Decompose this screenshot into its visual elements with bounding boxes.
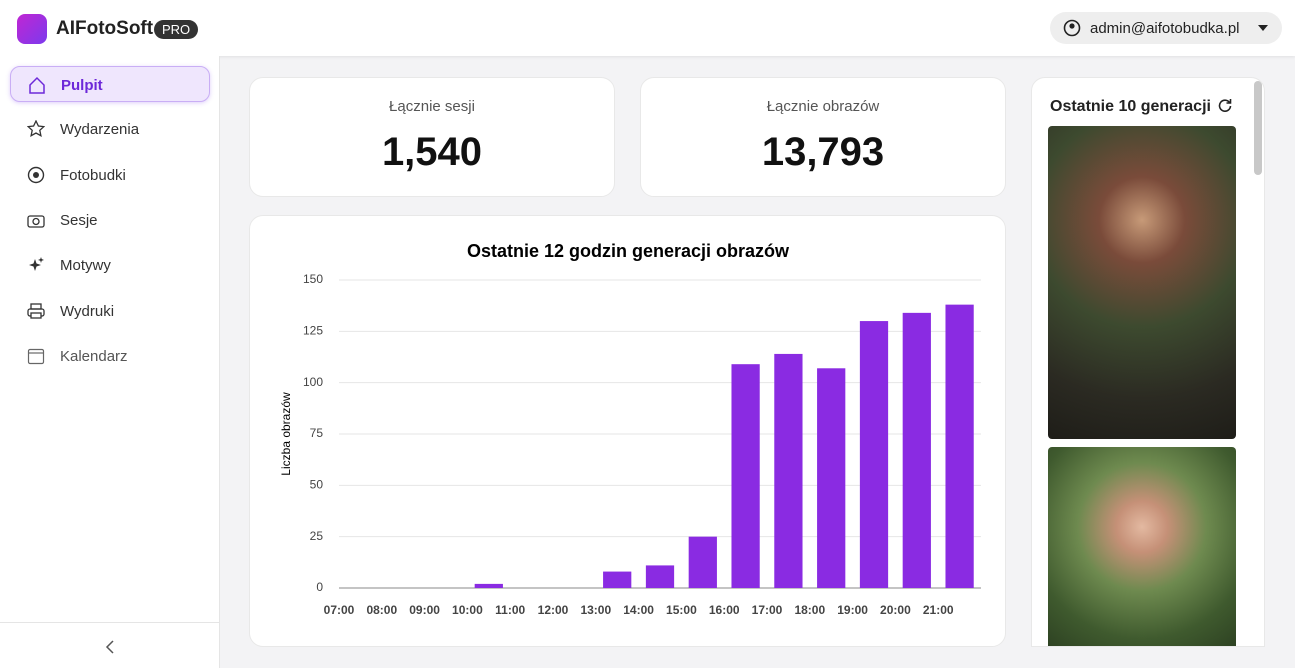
- bar: [688, 536, 717, 588]
- y-axis-label: Liczba obrazów: [279, 392, 293, 476]
- nav-icon: [29, 76, 45, 94]
- user-email: admin@aifotobudka.pl: [1090, 20, 1240, 37]
- y-tick-label: 125: [303, 324, 323, 338]
- nav-item[interactable]: Wydruki: [10, 293, 210, 329]
- x-tick-label: 21:00: [923, 603, 954, 617]
- stat-card: Łącznie sesji 1,540: [249, 77, 615, 197]
- x-tick-label: 16:00: [709, 603, 740, 617]
- stat-card: Łącznie obrazów 13,793: [640, 77, 1006, 197]
- brand[interactable]: AIFotoSoft: [56, 18, 154, 39]
- bar: [731, 364, 760, 588]
- x-tick-label: 14:00: [623, 603, 654, 617]
- x-tick-label: 19:00: [837, 603, 868, 617]
- y-tick-label: 100: [303, 375, 323, 389]
- sidebar: Pulpit Wydarzenia Fotobudki Sesje Motywy Wydr…: [0, 56, 220, 668]
- stat-label: Łącznie obrazów: [766, 98, 880, 115]
- collapse-icon: [105, 640, 114, 654]
- stat-value: 13,793: [761, 130, 885, 174]
- x-tick-label: 11:00: [495, 603, 525, 617]
- nav-label: Fotobudki: [60, 166, 126, 184]
- nav-icon: [27, 302, 45, 319]
- generated-image[interactable]: [1048, 126, 1236, 439]
- y-tick-label: 0: [316, 580, 323, 594]
- badge: PRO: [154, 20, 199, 39]
- scrollbar[interactable]: [1254, 81, 1262, 175]
- collapse[interactable]: [0, 622, 220, 668]
- bar: [774, 353, 803, 588]
- nav-label: Wydarzenia: [60, 121, 140, 139]
- x-tick-label: 07:00: [324, 603, 355, 617]
- user-icon: [1063, 19, 1081, 37]
- nav-item[interactable]: Sesje: [10, 202, 210, 238]
- x-tick-label: 08:00: [366, 603, 397, 617]
- y-tick-label: 150: [303, 272, 323, 286]
- nav-icon: [29, 257, 44, 272]
- bar: [902, 312, 931, 588]
- nav-item[interactable]: Motywy: [10, 247, 210, 283]
- nav-item[interactable]: Kalendarz: [10, 338, 210, 374]
- nav-label: Wydruki: [60, 302, 115, 320]
- nav-item[interactable]: Pulpit: [10, 66, 210, 102]
- nav-label: Kalendarz: [60, 347, 128, 365]
- y-tick-label: 75: [310, 426, 324, 440]
- x-tick-label: 15:00: [666, 603, 697, 617]
- x-tick-label: 13:00: [580, 603, 611, 617]
- y-tick-label: 50: [310, 478, 324, 492]
- stat-label: Łącznie sesji: [389, 98, 475, 115]
- nav-label: Motywy: [60, 257, 111, 275]
- x-tick-label: 12:00: [538, 603, 569, 617]
- caret: [1258, 25, 1268, 31]
- nav-label: Pulpit: [61, 77, 103, 94]
- nav-icon: [27, 166, 45, 183]
- nav-icon: [27, 120, 45, 138]
- x-tick-label: 20:00: [880, 603, 911, 617]
- nav-label: Sesje: [60, 211, 98, 229]
- x-tick-label: 17:00: [752, 603, 783, 617]
- refresh-icon[interactable]: [1218, 98, 1232, 112]
- bar: [474, 583, 503, 588]
- chart-title: Ostatnie 12 godzin generacji obrazów: [467, 241, 790, 261]
- nav-icon: [27, 215, 45, 228]
- gallery-title: Ostatnie 10 generacji: [1050, 98, 1211, 115]
- x-tick-label: 09:00: [409, 603, 440, 617]
- chart: Ostatnie 12 godzin generacji obrazów Lic…: [279, 241, 981, 617]
- chart-card: Ostatnie 12 godzin generacji obrazów Lic…: [249, 215, 1006, 647]
- bar: [945, 304, 974, 588]
- gallery: Ostatnie 10 generacji: [1031, 77, 1265, 647]
- generated-image[interactable]: [1048, 447, 1236, 646]
- x-tick-label: 10:00: [452, 603, 483, 617]
- y-tick-label: 25: [310, 529, 324, 543]
- bar: [859, 321, 889, 588]
- bar: [603, 571, 632, 588]
- nav-item[interactable]: Wydarzenia: [10, 111, 210, 147]
- header: AIFotoSoft PRO admin@aifotobudka.pl: [0, 0, 1295, 56]
- bar: [817, 368, 846, 588]
- bar: [645, 565, 675, 588]
- x-tick-label: 18:00: [794, 603, 825, 617]
- stat-value: 1,540: [381, 130, 483, 174]
- logo[interactable]: [17, 14, 47, 44]
- user-menu[interactable]: admin@aifotobudka.pl: [1050, 12, 1282, 44]
- nav-item[interactable]: Fotobudki: [10, 157, 210, 193]
- nav-icon: [27, 348, 45, 364]
